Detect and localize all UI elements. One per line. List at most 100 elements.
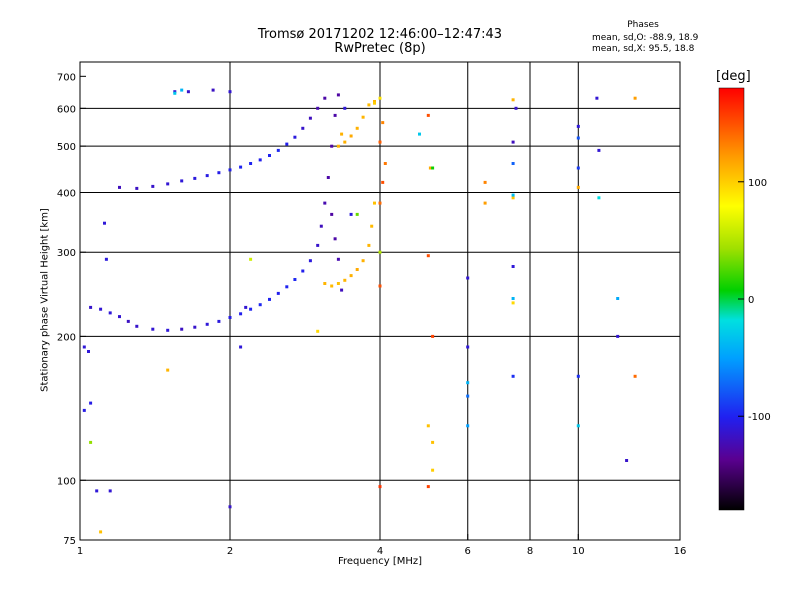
- data-point: [355, 212, 359, 216]
- data-point: [431, 334, 435, 338]
- data-point: [293, 278, 297, 281]
- data-point: [576, 136, 580, 140]
- data-point: [576, 424, 580, 428]
- phases-x-mode: mean, sd,X: 95.5, 18.8: [592, 44, 695, 54]
- data-point: [511, 301, 515, 305]
- data-point: [511, 140, 515, 144]
- data-point: [426, 485, 430, 489]
- data-point: [228, 90, 232, 94]
- data-point: [268, 297, 271, 301]
- data-point: [333, 237, 337, 241]
- data-point: [135, 324, 139, 328]
- data-point: [180, 88, 184, 92]
- data-point: [511, 196, 515, 200]
- data-point: [483, 201, 487, 205]
- data-point: [249, 162, 253, 165]
- data-point: [205, 322, 209, 326]
- data-point: [616, 334, 620, 338]
- data-point: [428, 166, 432, 170]
- x-tick-label: 8: [527, 546, 533, 557]
- data-point: [211, 88, 215, 92]
- data-point: [336, 93, 340, 97]
- data-point: [166, 182, 170, 186]
- data-point: [336, 282, 340, 285]
- data-point: [217, 319, 221, 323]
- data-point: [258, 158, 262, 162]
- x-tick-label: 16: [674, 546, 687, 557]
- data-point: [180, 327, 184, 331]
- data-point: [103, 221, 106, 225]
- data-point: [349, 212, 353, 216]
- data-point: [308, 259, 312, 263]
- x-tick-label: 4: [377, 546, 383, 557]
- data-point: [316, 106, 320, 110]
- phases-heading: Phases: [627, 20, 659, 30]
- data-point: [276, 291, 280, 295]
- data-point: [378, 250, 382, 254]
- data-point: [431, 468, 435, 472]
- y-tick-label: 500: [57, 142, 76, 153]
- data-point: [89, 305, 93, 309]
- data-point: [511, 193, 515, 197]
- colorbar-label: [deg]: [716, 69, 751, 84]
- x-ticks: 1 2 4 6 8 10 16: [77, 534, 687, 557]
- data-point: [378, 284, 382, 288]
- data-point: [126, 319, 130, 323]
- data-point: [319, 224, 323, 228]
- data-point: [378, 485, 382, 489]
- data-point: [249, 307, 253, 311]
- data-point: [361, 259, 365, 263]
- y-tick-label: 700: [57, 72, 76, 83]
- data-point: [330, 284, 334, 288]
- data-point: [285, 142, 289, 146]
- data-point: [381, 121, 385, 125]
- data-point: [244, 305, 248, 309]
- data-point: [323, 96, 327, 100]
- data-point: [625, 459, 629, 462]
- data-point: [355, 126, 359, 130]
- data-point: [426, 254, 430, 258]
- data-point: [276, 148, 280, 152]
- chart-subtitle: RwPretec (8p): [334, 41, 426, 56]
- data-point: [87, 350, 90, 353]
- data-point: [316, 329, 320, 333]
- data-point: [323, 282, 327, 285]
- data-point: [151, 184, 155, 188]
- data-point: [99, 307, 103, 311]
- data-point: [186, 90, 190, 94]
- y-tick-label: 300: [57, 248, 76, 259]
- data-point: [239, 345, 243, 349]
- data-point: [239, 312, 243, 316]
- data-point: [326, 176, 330, 179]
- data-point: [616, 297, 620, 300]
- x-axis-label: Frequency [MHz]: [337, 556, 423, 567]
- data-point: [597, 148, 601, 152]
- data-point: [336, 144, 340, 148]
- data-point: [367, 103, 371, 107]
- data-point: [89, 401, 93, 405]
- x-tick-label: 10: [572, 546, 585, 557]
- data-point: [418, 132, 421, 136]
- data-point: [576, 374, 580, 378]
- data-point: [511, 374, 515, 378]
- data-point: [336, 257, 340, 261]
- y-tick-label: 75: [63, 536, 76, 547]
- data-point: [118, 185, 121, 189]
- data-point: [343, 278, 347, 282]
- y-tick-label: 400: [57, 188, 76, 199]
- data-point: [378, 201, 382, 205]
- data-point: [173, 91, 177, 95]
- colorbar-tick-label: -100: [748, 412, 771, 423]
- y-tick-label: 200: [57, 332, 76, 343]
- colorbar-ticks: 100 0 -100: [738, 178, 771, 423]
- data-point: [431, 166, 435, 170]
- data-point: [633, 374, 637, 378]
- data-point: [293, 135, 297, 139]
- data-point: [466, 381, 470, 385]
- data-point: [483, 180, 487, 184]
- data-point: [285, 285, 289, 289]
- data-point: [511, 297, 515, 300]
- data-point: [373, 100, 376, 103]
- data-point: [330, 144, 334, 148]
- data-point: [367, 243, 371, 247]
